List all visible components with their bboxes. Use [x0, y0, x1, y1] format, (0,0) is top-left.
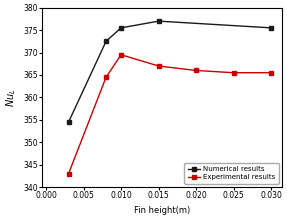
- Numerical results: [104, 40, 108, 43]
- X-axis label: Fin height(m): Fin height(m): [134, 206, 191, 215]
- Experimental results: [119, 53, 123, 56]
- Numerical results: [67, 121, 70, 123]
- Legend: Numerical results, Experimental results: Numerical results, Experimental results: [184, 163, 279, 184]
- Experimental results: [157, 65, 160, 67]
- Numerical results: [269, 26, 273, 29]
- Y-axis label: $Nu_L$: $Nu_L$: [4, 88, 18, 107]
- Line: Numerical results: Numerical results: [67, 19, 273, 124]
- Line: Experimental results: Experimental results: [67, 53, 273, 176]
- Numerical results: [157, 20, 160, 22]
- Experimental results: [104, 76, 108, 79]
- Numerical results: [119, 26, 123, 29]
- Experimental results: [269, 71, 273, 74]
- Experimental results: [67, 172, 70, 175]
- Experimental results: [194, 69, 198, 72]
- Experimental results: [232, 71, 235, 74]
